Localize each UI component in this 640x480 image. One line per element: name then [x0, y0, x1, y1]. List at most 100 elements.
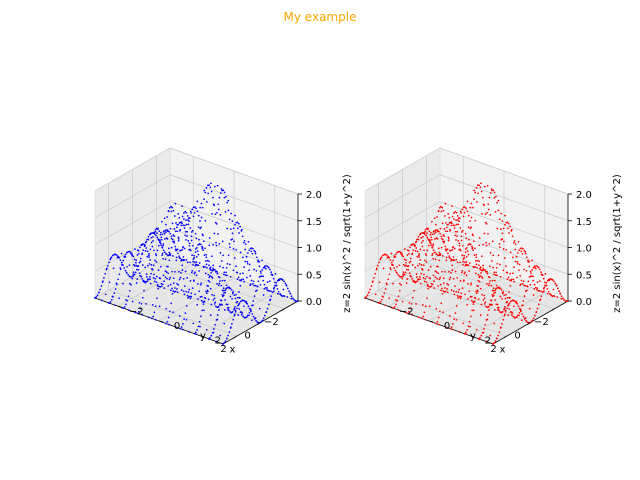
scatter-point: [476, 184, 479, 187]
scatter-point: [161, 254, 163, 257]
scatter-point: [179, 228, 181, 231]
scatter-point: [193, 211, 196, 214]
scatter-point: [456, 230, 459, 233]
scatter-point: [215, 270, 218, 273]
scatter-point: [166, 216, 168, 218]
z-tick-label: 0.0: [306, 297, 322, 308]
scatter-point: [193, 272, 196, 275]
scatter-point: [393, 267, 396, 269]
scatter-point: [379, 258, 382, 261]
scatter-point: [505, 221, 508, 224]
scatter-point: [185, 219, 187, 221]
scatter-point: [223, 271, 226, 274]
scatter-point: [486, 184, 489, 187]
x-tick: [233, 335, 237, 339]
scatter-point: [150, 272, 153, 275]
scatter-point: [229, 275, 232, 278]
scatter-point: [104, 293, 107, 296]
scatter-point: [186, 276, 189, 279]
scatter-point: [137, 268, 140, 271]
scatter-point: [479, 336, 481, 339]
scatter-point: [523, 249, 526, 252]
scatter-point: [412, 249, 415, 252]
scatter-point: [240, 278, 243, 281]
scatter-point: [249, 275, 252, 277]
scatter-point: [493, 292, 495, 294]
scatter-point: [136, 265, 139, 268]
scatter-point: [493, 309, 496, 311]
scatter-point: [460, 235, 463, 238]
scatter-point: [144, 250, 147, 252]
y-tick-label: −2: [399, 306, 414, 317]
scatter-point: [198, 320, 201, 323]
scatter-point: [459, 297, 462, 300]
scatter-point: [390, 261, 393, 264]
scatter-point: [467, 283, 469, 285]
scatter-point: [205, 328, 208, 331]
scatter-point: [191, 229, 194, 232]
scatter-point: [539, 299, 541, 302]
scatter-point: [452, 224, 455, 227]
scatter-point: [170, 302, 173, 305]
scatter-point: [454, 312, 457, 314]
scatter-point: [220, 299, 223, 302]
scatter-point: [466, 246, 468, 249]
scatter-point: [545, 281, 548, 284]
x-tick-label: −2: [534, 317, 549, 328]
scatter-point: [187, 219, 189, 221]
scatter-point: [148, 256, 150, 259]
scatter-point: [171, 287, 173, 290]
scatter-point: [224, 291, 227, 294]
scatter-point: [243, 305, 245, 308]
scatter-point: [536, 287, 538, 289]
scatter-point: [120, 261, 123, 264]
scatter-point: [488, 282, 491, 285]
scatter-point: [464, 248, 467, 250]
scatter-point: [195, 207, 197, 210]
scatter-point: [408, 252, 410, 255]
scatter-point: [477, 192, 479, 195]
scatter-point: [491, 189, 493, 192]
scatter-point: [418, 253, 420, 255]
scatter-point: [500, 212, 502, 215]
scatter-point: [181, 328, 184, 331]
scatter-point: [165, 322, 167, 325]
scatter-point: [248, 249, 251, 252]
scatter-point: [221, 295, 224, 298]
scatter-point: [225, 287, 228, 290]
scatter-point: [144, 241, 147, 244]
scatter-point: [255, 256, 258, 259]
scatter-point: [167, 210, 170, 213]
scatter-point: [460, 271, 463, 274]
scatter-point: [508, 302, 511, 305]
scatter-point: [196, 210, 199, 213]
scatter-point: [139, 260, 142, 263]
scatter-point: [427, 287, 430, 290]
scatter-point: [228, 286, 230, 289]
scatter-point: [171, 270, 173, 273]
scatter-point: [223, 279, 226, 282]
scatter-point: [233, 294, 236, 297]
scatter-point: [261, 319, 264, 322]
scatter-point: [195, 333, 197, 336]
scatter-point: [203, 309, 205, 312]
scatter-point: [216, 184, 219, 187]
scatter-point: [369, 288, 371, 291]
scatter-point: [109, 258, 112, 261]
scatter-point: [255, 269, 258, 272]
scatter-point: [452, 245, 455, 248]
scatter-point: [209, 186, 212, 189]
scatter-point: [218, 309, 220, 311]
scatter-point: [262, 275, 265, 278]
scatter-point: [416, 264, 419, 267]
scatter-point: [469, 243, 472, 246]
scatter-point: [482, 243, 484, 246]
scatter-point: [155, 281, 158, 284]
scatter-point: [533, 265, 536, 268]
scatter-point: [503, 308, 505, 311]
scatter-point: [522, 315, 525, 318]
scatter-point: [108, 281, 111, 284]
scatter-point: [154, 305, 157, 308]
scatter-point: [288, 290, 290, 292]
scatter-point: [453, 293, 456, 296]
